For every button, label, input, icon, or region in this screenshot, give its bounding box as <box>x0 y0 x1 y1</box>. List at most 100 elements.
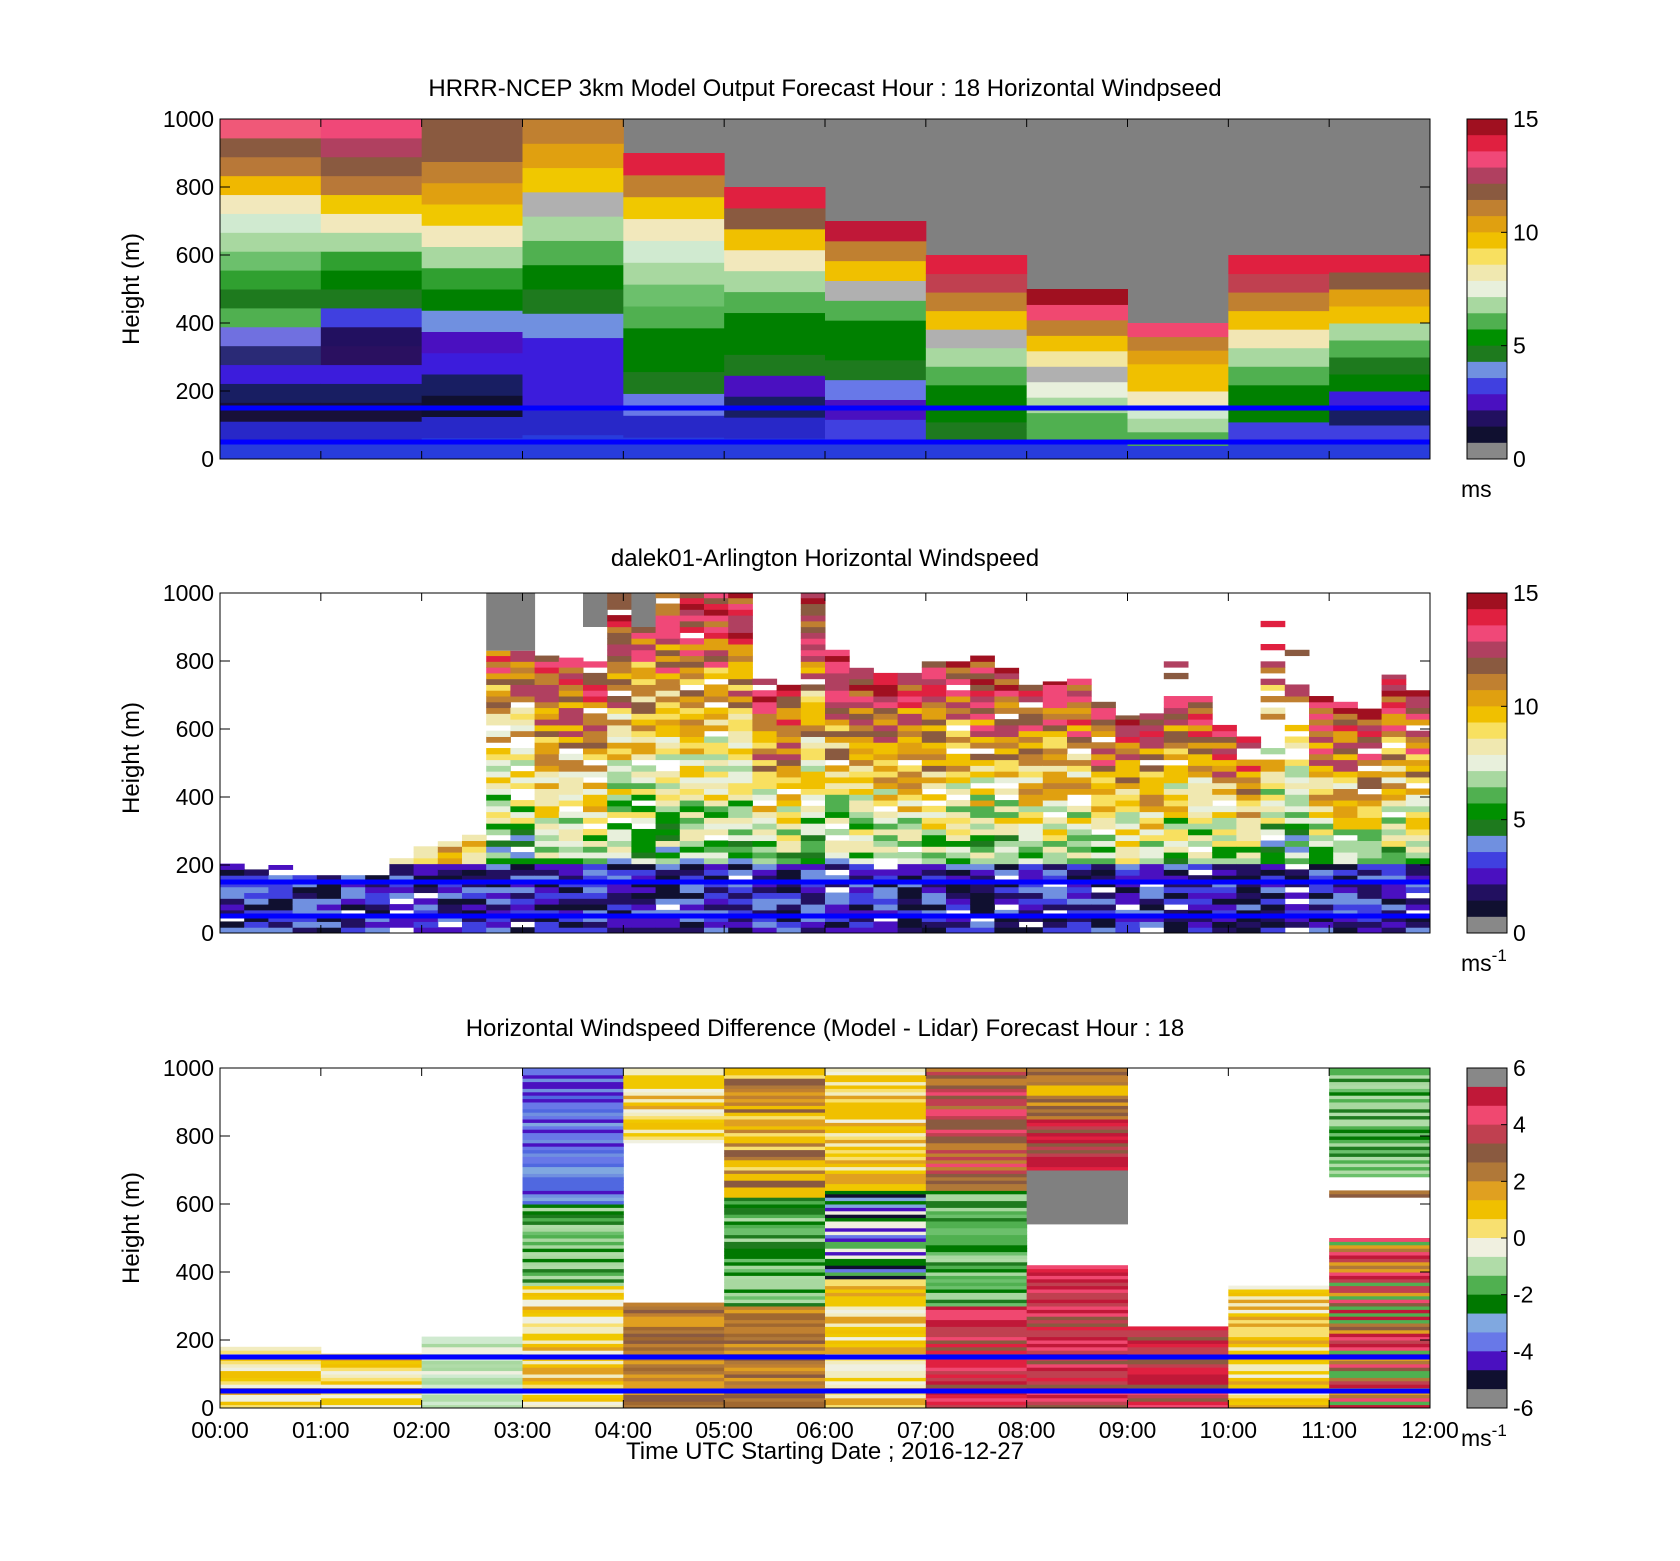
lidar-cell <box>1309 771 1334 778</box>
lidar-cell <box>1333 927 1358 934</box>
lidar-cell <box>970 707 995 714</box>
difference-cell <box>1329 1380 1431 1385</box>
lidar-cell <box>873 927 899 934</box>
lidar-cell <box>655 748 681 755</box>
lidar-cell <box>704 828 729 836</box>
lidar-cell <box>1284 776 1310 784</box>
difference-cell <box>1026 1336 1128 1341</box>
lidar-cell <box>1018 736 1044 743</box>
y-tick-label: 0 <box>201 446 214 472</box>
lidar-cell <box>1091 724 1116 732</box>
difference-cell <box>925 1306 1028 1310</box>
difference-cell <box>522 1265 624 1270</box>
lidar-cell <box>994 852 1020 859</box>
difference-cell <box>1228 1312 1330 1317</box>
difference-cell <box>724 1193 826 1198</box>
lidar-cell <box>510 678 536 685</box>
lidar-cell <box>607 626 632 633</box>
lidar-cell <box>462 915 487 922</box>
lidar-cell <box>1018 840 1044 847</box>
lidar-cell <box>607 811 632 818</box>
lidar-cell <box>1284 823 1310 830</box>
lidar-cell <box>921 817 947 824</box>
difference-cell <box>1026 1265 1128 1270</box>
lidar-cell <box>558 765 584 772</box>
difference-cell <box>522 1197 624 1202</box>
lidar-cell <box>558 736 584 743</box>
difference-cell <box>522 1149 624 1154</box>
lidar-cell <box>994 678 1020 685</box>
difference-cell <box>925 1374 1028 1378</box>
lidar-cell <box>704 620 729 628</box>
lidar-cell <box>897 724 923 732</box>
difference-cell <box>320 1367 423 1372</box>
colorbar-swatch <box>1467 900 1507 918</box>
difference-cell <box>522 1170 624 1174</box>
lidar-cell <box>800 690 826 697</box>
lidar-cell <box>607 719 632 726</box>
difference-cell <box>220 1397 322 1402</box>
lidar-cell <box>1284 794 1310 801</box>
difference-cell <box>522 1367 624 1372</box>
lidar-cell <box>1042 869 1068 876</box>
lidar-cell <box>631 869 657 876</box>
lidar-cell <box>970 690 995 697</box>
difference-cell <box>825 1132 927 1137</box>
difference-cell <box>925 1221 1028 1225</box>
difference-cell <box>1329 1153 1431 1157</box>
lidar-cell <box>1091 759 1116 766</box>
difference-cell <box>1026 1397 1128 1402</box>
colorbar-swatch <box>1467 119 1507 136</box>
lidar-cell <box>897 921 923 928</box>
lidar-cell <box>1236 875 1262 882</box>
difference-cell <box>724 1153 826 1157</box>
lidar-cell <box>1381 875 1407 882</box>
lidar-cell <box>1309 742 1334 749</box>
lidar-cell <box>1381 794 1407 801</box>
lidar-cell <box>800 742 826 749</box>
lidar-cell <box>752 846 778 853</box>
colorbar-swatch <box>1467 313 1507 330</box>
difference-cell <box>623 1129 725 1134</box>
difference-cell <box>724 1227 826 1232</box>
lidar-cell <box>873 690 899 697</box>
difference-cell <box>1026 1132 1128 1137</box>
lidar-cell <box>728 620 753 628</box>
difference-cell <box>623 1340 725 1344</box>
lidar-cell <box>800 701 826 709</box>
difference-cell <box>724 1299 826 1304</box>
difference-cell <box>522 1309 624 1314</box>
model-cell <box>825 260 927 281</box>
lidar-cell <box>486 875 511 882</box>
lidar-cell <box>704 638 729 645</box>
lidar-cell <box>1018 776 1044 784</box>
lidar-cell <box>1333 921 1358 928</box>
difference-cell <box>825 1340 927 1344</box>
lidar-cell <box>389 915 415 922</box>
lidar-cell <box>825 667 850 674</box>
lidar-cell <box>1381 823 1407 830</box>
lidar-cell <box>655 823 681 830</box>
difference-cell <box>1026 1163 1128 1168</box>
difference-cell <box>724 1139 826 1144</box>
colorbar-swatch <box>1467 803 1507 821</box>
difference-cell <box>220 1377 322 1382</box>
lidar-cell <box>1236 776 1262 784</box>
lidar-cell <box>1405 921 1431 928</box>
lidar-cell <box>704 672 729 680</box>
lidar-cell <box>1284 892 1310 899</box>
lidar-cell <box>728 857 753 865</box>
lidar-cell <box>728 667 753 674</box>
difference-cell <box>522 1146 624 1151</box>
lidar-cell <box>994 915 1020 922</box>
lidar-cell <box>1212 898 1237 905</box>
lidar-cell <box>1405 863 1431 870</box>
lidar-cell <box>486 898 511 905</box>
lidar-cell <box>1042 684 1068 691</box>
lidar-cell <box>1188 840 1213 847</box>
difference-cell <box>522 1105 624 1110</box>
lidar-cell <box>583 817 608 824</box>
lidar-cell <box>1067 852 1092 859</box>
lidar-cell <box>583 748 608 755</box>
difference-cell <box>925 1404 1028 1409</box>
